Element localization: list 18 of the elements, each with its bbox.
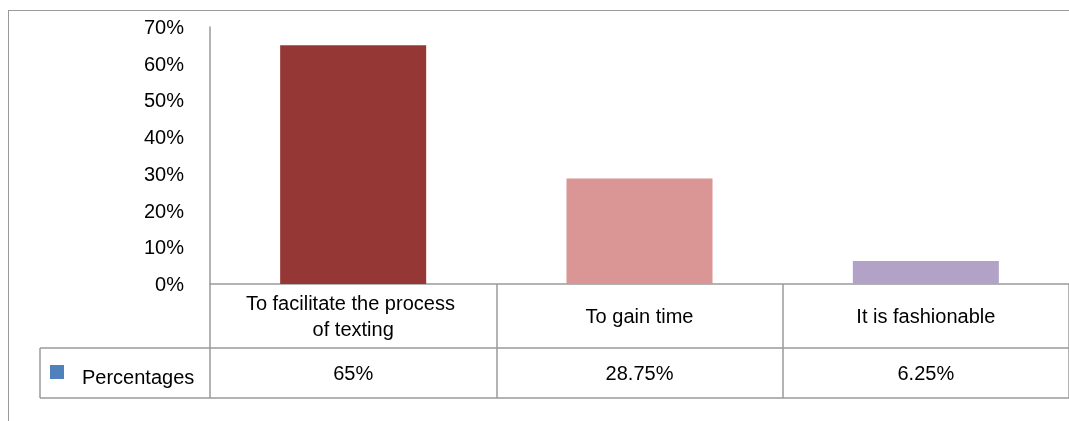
y-tick-label: 10% xyxy=(143,236,185,259)
y-tick-label: 0% xyxy=(155,273,185,295)
x-tick-label: To facilitate the process of texting xyxy=(245,292,461,340)
x-tick-label: It is fashionable xyxy=(856,305,996,327)
x-tick-label: To gain time xyxy=(585,305,694,327)
bar xyxy=(852,261,999,284)
y-tick-label: 70% xyxy=(143,16,185,38)
y-tick-label: 50% xyxy=(143,89,185,112)
bar xyxy=(566,178,713,284)
y-tick-label: 60% xyxy=(143,52,185,75)
data-label: 6.25% xyxy=(897,362,955,384)
y-tick-label: 30% xyxy=(143,162,185,185)
text: Percentages xyxy=(82,366,195,388)
bar xyxy=(280,45,427,284)
y-tick-label: 20% xyxy=(143,199,185,222)
data-label: 28.75% xyxy=(605,362,674,384)
data-label: 65% xyxy=(333,362,374,384)
y-tick-label: 40% xyxy=(143,126,185,149)
